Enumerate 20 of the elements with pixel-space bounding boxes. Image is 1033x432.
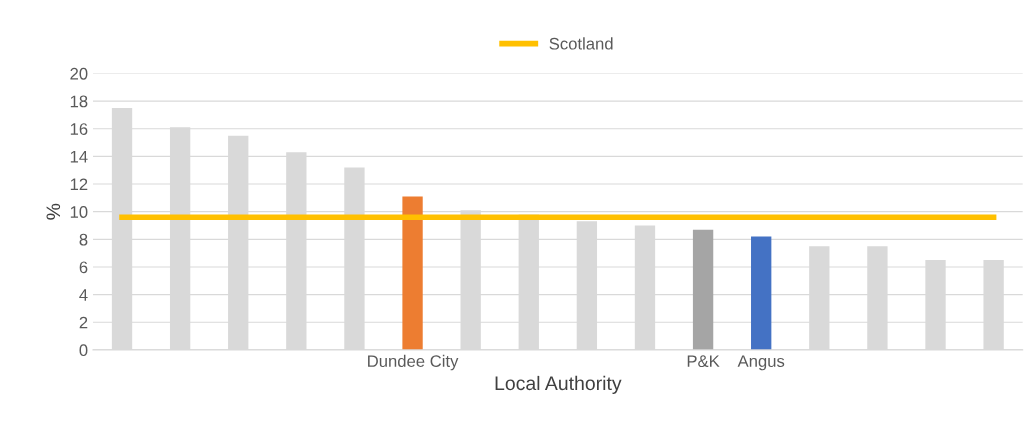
x-axis-title: Local Authority: [495, 375, 622, 394]
x-tick-label: Angus: [737, 355, 785, 371]
y-tick-label: 2: [79, 316, 88, 329]
y-tick-label: 16: [70, 123, 88, 135]
bar: [402, 196, 423, 350]
x-tick-label: Dundee City: [368, 354, 459, 371]
y-axis-title: %: [46, 203, 61, 220]
y-tick-label: 4: [79, 289, 88, 301]
x-tick-label: P&K: [687, 355, 720, 368]
y-tick-label: 0: [79, 344, 88, 357]
bar: [692, 229, 714, 350]
y-tick-label: 6: [79, 261, 88, 274]
y-tick-label: 18: [70, 95, 88, 108]
y-tick-label: 20: [70, 67, 88, 80]
y-tick-label: 12: [70, 178, 88, 191]
y-tick-label: 14: [70, 150, 88, 163]
y-tick-label: 10: [70, 206, 88, 218]
legend-label: Scotland: [549, 37, 613, 50]
y-tick-label: 8: [79, 233, 88, 246]
bar: [751, 236, 772, 350]
